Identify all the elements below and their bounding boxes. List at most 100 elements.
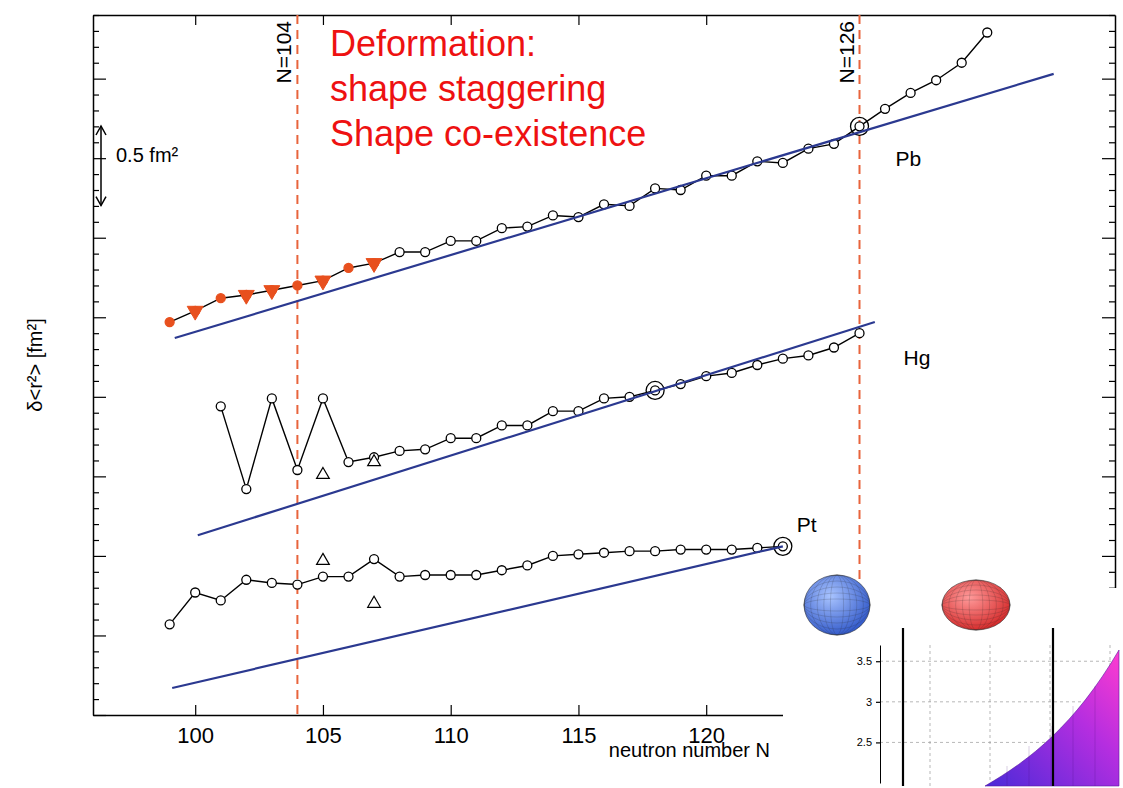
inset-y-axis: 2.533.5	[857, 646, 881, 784]
y-tick-mark	[93, 142, 99, 143]
inset-y-tick: 2.5	[857, 736, 880, 748]
y-tick-mark	[93, 94, 99, 95]
data-point	[753, 361, 762, 370]
y-right-tick-mark	[1109, 540, 1115, 541]
data-point	[727, 368, 736, 377]
prolate-shape-mesh	[942, 595, 1010, 615]
data-point	[446, 236, 455, 245]
inset-y-tick-mark	[876, 702, 880, 703]
y-right-tick-mark	[1102, 397, 1115, 398]
y-tick-mark	[93, 31, 99, 32]
data-point	[421, 248, 430, 257]
inset-surface-mesh	[1029, 746, 1030, 786]
y-tick	[93, 508, 99, 509]
y-tick	[93, 620, 99, 621]
data-point	[267, 578, 276, 587]
y-right-tick-mark	[1109, 524, 1115, 525]
x-top-axis	[94, 15, 1116, 25]
y-right-tick	[1102, 238, 1115, 239]
y-right-tick	[1109, 572, 1115, 573]
inset-marker-line	[1052, 628, 1054, 786]
inset-y-tick-label: 2.5	[857, 736, 872, 748]
model-line	[198, 322, 875, 535]
x-tick-mark	[706, 705, 707, 715]
y-tick	[93, 238, 106, 239]
y-right-tick-mark	[1109, 254, 1115, 255]
x-top-tick	[706, 15, 707, 25]
y-tick-mark	[93, 699, 99, 700]
y-tick	[93, 492, 99, 493]
data-point	[165, 318, 174, 327]
reference-line-label: N=126	[835, 21, 858, 83]
y-right-tick-mark	[1109, 31, 1115, 32]
y-right-tick	[1109, 206, 1115, 207]
y-right-tick	[1109, 285, 1115, 286]
y-tick-mark	[93, 588, 99, 589]
y-tick-mark	[93, 317, 106, 318]
data-point	[395, 572, 404, 581]
y-right-tick-mark	[1102, 238, 1115, 239]
y-tick	[93, 715, 106, 716]
y-tick-mark	[93, 110, 99, 111]
x-top-tick-mark	[323, 15, 324, 25]
y-right-tick	[1109, 47, 1115, 48]
y-right-tick-mark	[1102, 556, 1115, 557]
inset-y-axis-line	[880, 646, 881, 784]
y-right-tick	[1109, 63, 1115, 64]
annotation: Deformation:	[330, 23, 536, 64]
y-right-tick-mark	[1109, 126, 1115, 127]
y-tick-mark	[93, 47, 99, 48]
y-right-tick-mark	[1109, 269, 1115, 270]
x-tick-mark	[578, 705, 579, 715]
data-point	[804, 351, 813, 360]
data-point	[395, 446, 404, 455]
y-right-tick	[1102, 556, 1115, 557]
data-point	[264, 286, 280, 300]
data-point	[238, 290, 254, 304]
y-right-tick-mark	[1102, 317, 1115, 318]
data-point	[472, 571, 481, 580]
y-right-tick	[1109, 126, 1115, 127]
data-point	[242, 485, 251, 494]
y-tick	[93, 174, 99, 175]
y-right-tick	[1109, 95, 1115, 96]
x-axis-title: neutron number N	[609, 739, 770, 761]
y-tick	[93, 47, 99, 48]
reference-line-label: N=104	[272, 21, 295, 84]
y-tick	[93, 460, 99, 461]
data-point	[216, 294, 225, 303]
y-tick	[93, 95, 99, 96]
data-point	[778, 354, 787, 363]
x-tick-mark	[323, 705, 324, 715]
y-tick-mark	[93, 254, 99, 255]
y-right-tick	[1102, 79, 1115, 80]
prolate-shape-mesh	[942, 585, 1010, 625]
data-point	[315, 276, 331, 290]
y-tick	[93, 190, 99, 191]
y-tick	[93, 365, 99, 366]
reference-point	[774, 537, 792, 555]
y-tick	[93, 285, 99, 286]
y-right-tick	[1109, 508, 1115, 509]
y-right-tick	[1109, 110, 1115, 111]
y-right-tick-mark	[1109, 429, 1115, 430]
y-tick	[93, 556, 106, 557]
y-tick	[93, 270, 99, 271]
y-tick-mark	[93, 413, 99, 414]
scale-bar-arrow	[96, 126, 106, 135]
y-tick-mark	[93, 429, 99, 430]
oblate-shape-body	[804, 575, 870, 635]
y-tick-mark	[93, 190, 99, 191]
data-point	[344, 458, 353, 467]
oblate-shape-mesh	[804, 593, 870, 617]
x-top-tick-mark	[578, 15, 579, 25]
data-point	[421, 445, 430, 454]
data-line	[170, 546, 783, 624]
data-point	[881, 104, 890, 113]
y-tick-mark	[93, 444, 99, 445]
y-tick	[93, 604, 99, 605]
y-right-tick-mark	[1102, 79, 1115, 80]
y-right-tick-mark	[1109, 413, 1115, 414]
oblate-shape-mesh	[830, 575, 843, 635]
data-point	[242, 575, 251, 584]
